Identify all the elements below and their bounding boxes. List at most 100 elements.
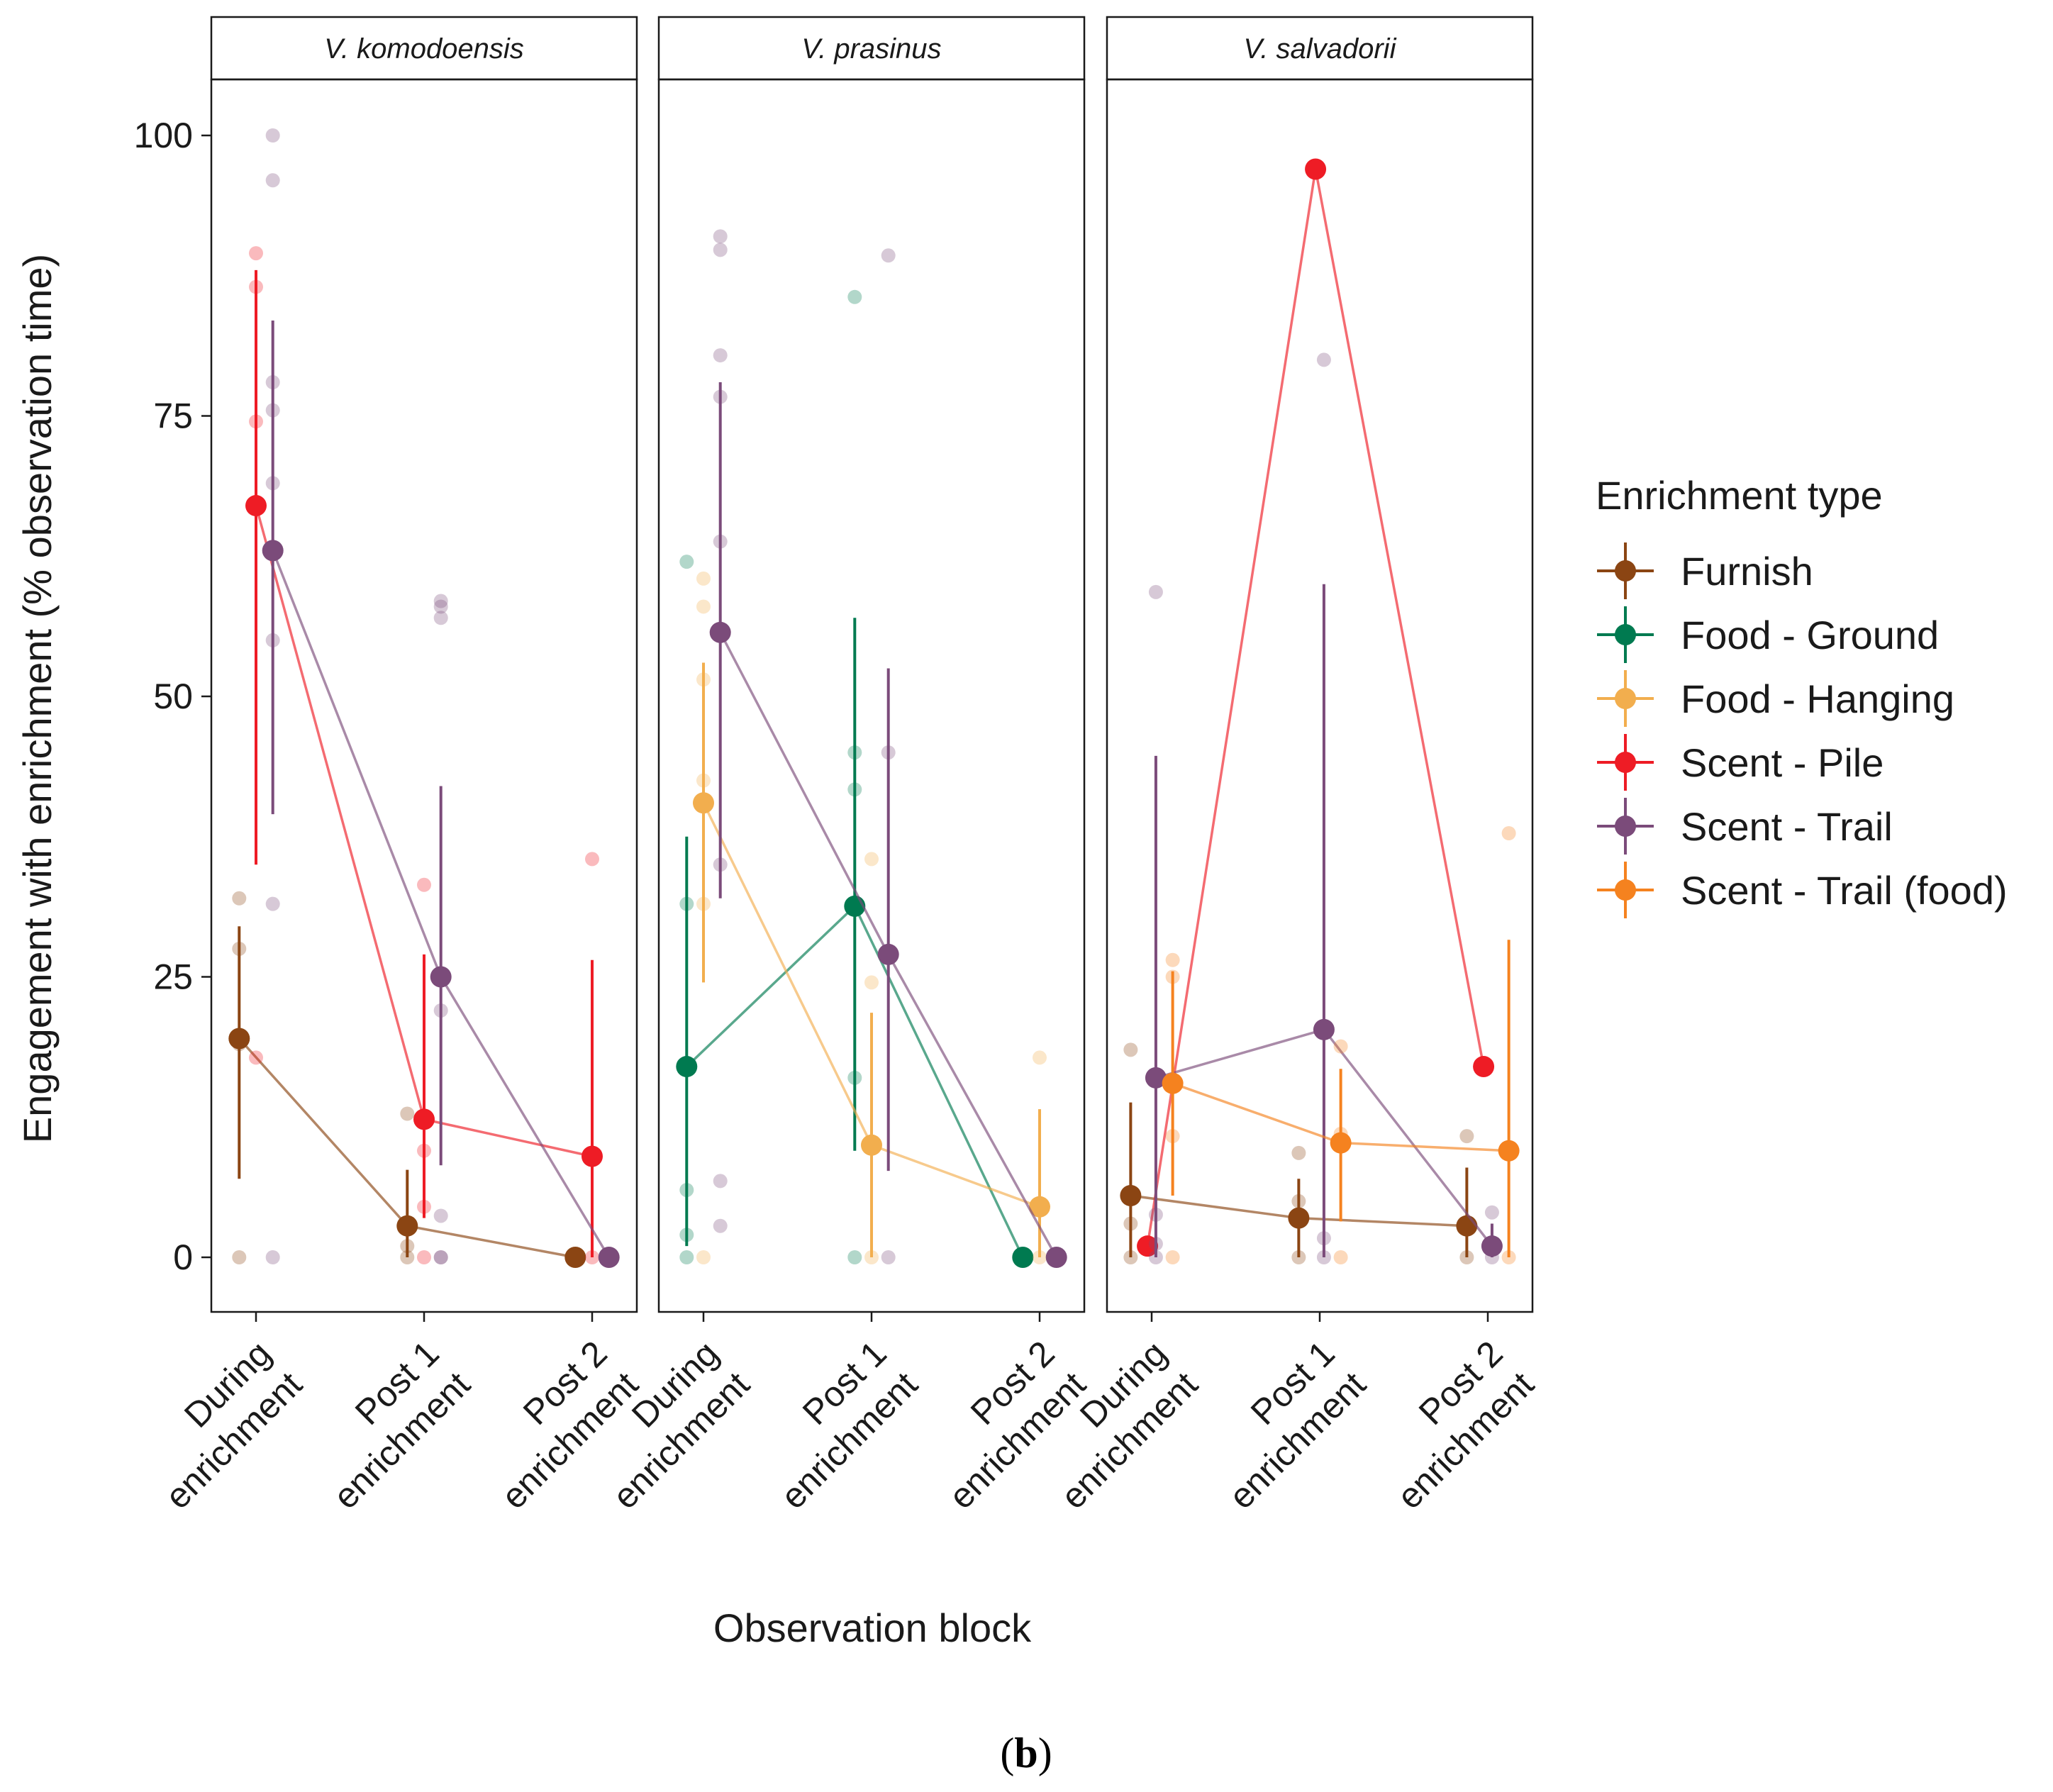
legend-marker (1615, 816, 1636, 837)
series-food-hanging (693, 571, 1050, 1264)
x-axis-title: Observation block (713, 1605, 1032, 1650)
raw-point (847, 1250, 862, 1264)
series-scent-trail (262, 128, 620, 1268)
raw-point (713, 1174, 728, 1189)
legend-marker (1615, 752, 1636, 773)
legend-item-scent-trail: Scent - Trail (1597, 798, 1893, 855)
raw-point (1333, 1039, 1348, 1054)
legend-label: Food - Hanging (1681, 677, 1954, 721)
raw-point (881, 248, 896, 263)
raw-point (713, 1218, 728, 1233)
raw-point (417, 1250, 431, 1264)
mean-point (228, 1028, 250, 1050)
mean-point (598, 1247, 620, 1268)
raw-point (713, 348, 728, 363)
x-tick-label: Post 1enrichment (742, 1333, 925, 1516)
y-axis: 0 25 50 75 100 (134, 116, 211, 1277)
facet-strip (657, 16, 1086, 81)
y-tick-label: 100 (134, 116, 193, 155)
x-tick-label: Post 1enrichment (294, 1333, 477, 1516)
mean-point (1288, 1207, 1310, 1229)
mean-point (1498, 1140, 1520, 1162)
series-scent-trail (1145, 352, 1503, 1264)
legend-marker (1615, 879, 1636, 901)
raw-point (265, 896, 280, 911)
mean-point (245, 495, 267, 517)
legend-marker (1615, 560, 1636, 581)
mean-point (676, 1056, 698, 1078)
raw-point (433, 611, 448, 625)
legend-item-scent-trail-food-: Scent - Trail (food) (1597, 862, 2008, 918)
legend-item-furnish: Furnish (1597, 542, 1813, 599)
raw-point (1148, 584, 1163, 599)
legend-title: Enrichment type (1596, 473, 1883, 518)
raw-point (417, 877, 431, 892)
raw-point (1165, 952, 1180, 967)
raw-point (881, 1250, 896, 1264)
mean-point (1045, 1247, 1067, 1268)
mean-point (1456, 1215, 1478, 1237)
mean-point (1330, 1132, 1352, 1154)
mean-point (1305, 158, 1327, 180)
y-tick-label: 25 (153, 957, 193, 997)
raw-point (433, 594, 448, 608)
raw-point (1316, 352, 1331, 367)
series-furnish (228, 891, 586, 1268)
raw-point (1123, 1042, 1138, 1057)
raw-point (585, 852, 599, 867)
y-tick-label: 75 (153, 396, 193, 436)
mean-point (861, 1134, 882, 1156)
series-scent-pile (245, 246, 603, 1264)
raw-point (232, 891, 247, 906)
facet-v--komodoensis: V. komodoensis Duringenrichment Post 1enri… (126, 16, 646, 1517)
facet-strip (1106, 16, 1534, 81)
raw-point (696, 599, 711, 614)
raw-point (400, 1106, 415, 1121)
raw-point (1484, 1205, 1499, 1220)
x-tick-label: Duringenrichment (126, 1333, 309, 1516)
mean-point (877, 943, 899, 965)
legend-label: Scent - Trail (food) (1681, 868, 2008, 913)
raw-point (433, 1250, 448, 1264)
legend-marker (1615, 688, 1636, 709)
mean-point (693, 792, 714, 814)
figure-caption: (b) (1000, 1730, 1052, 1776)
panel-frame (1106, 78, 1534, 1313)
raw-point (679, 555, 694, 569)
raw-point (265, 173, 280, 188)
legend-item-scent-pile: Scent - Pile (1597, 734, 1884, 791)
mean-point (1137, 1235, 1159, 1257)
mean-point (1473, 1056, 1495, 1078)
facet-title: V. salvadorii (1244, 33, 1397, 65)
raw-point (433, 599, 448, 614)
y-axis-title: Engagement with enrichment (% observatio… (15, 254, 60, 1143)
series-scent-trail (709, 229, 1067, 1268)
raw-point (713, 243, 728, 257)
raw-point (1459, 1129, 1474, 1144)
raw-point (847, 289, 862, 304)
raw-point (265, 1250, 280, 1264)
raw-point (1291, 1145, 1306, 1160)
facet-strip (210, 16, 638, 81)
raw-point (265, 128, 280, 143)
raw-point (713, 229, 728, 244)
legend: Enrichment type Furnish Food - Ground Food… (1596, 473, 2008, 918)
legend-label: Furnish (1681, 549, 1813, 594)
series-furnish (1120, 1042, 1478, 1264)
series-scent-trail-food- (1162, 826, 1520, 1264)
mean-point (582, 1145, 603, 1167)
legend-label: Scent - Pile (1681, 740, 1884, 785)
mean-point (1481, 1235, 1503, 1257)
x-tick-label: Post 2enrichment (1358, 1333, 1541, 1516)
mean-point (564, 1247, 586, 1268)
legend-label: Food - Ground (1681, 613, 1939, 657)
mean-point (1145, 1067, 1167, 1089)
raw-point (1033, 1050, 1047, 1065)
mean-point (413, 1108, 435, 1130)
legend-item-food-hanging: Food - Hanging (1597, 670, 1954, 727)
raw-point (864, 975, 879, 990)
raw-point (696, 1250, 711, 1264)
raw-point (249, 246, 263, 261)
